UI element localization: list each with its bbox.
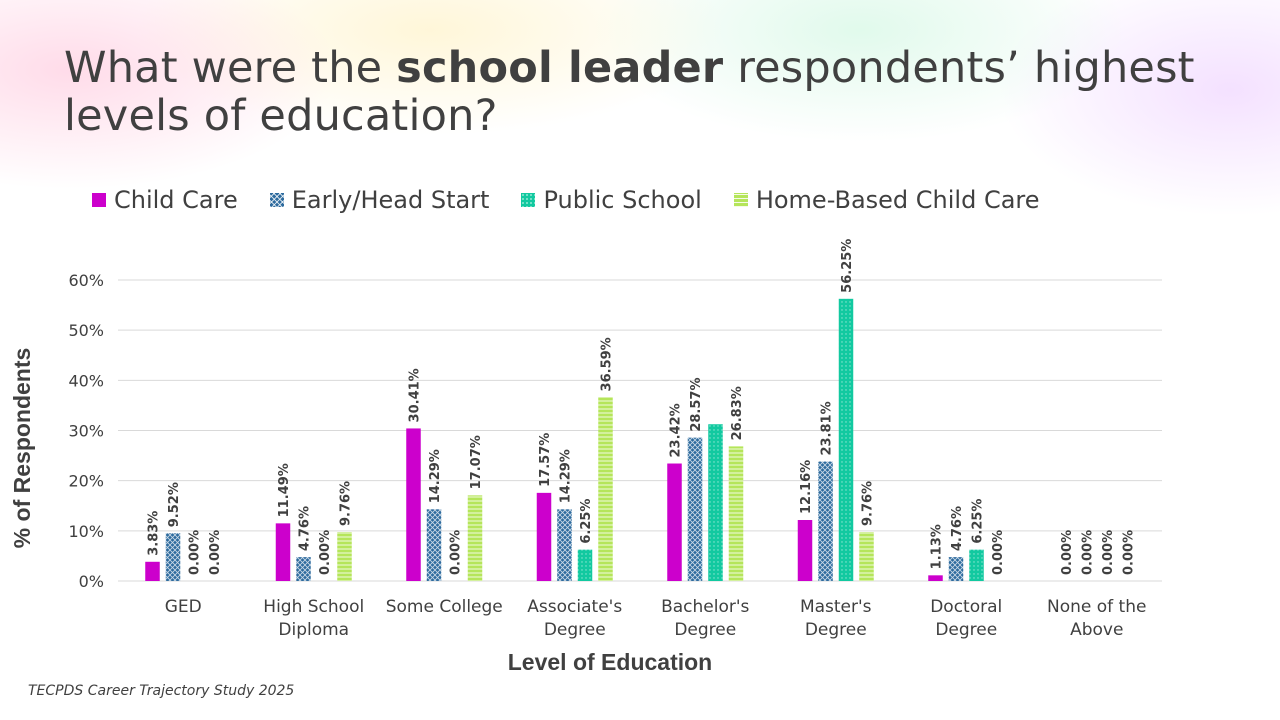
- data-label-home-based: 0.00%: [208, 530, 223, 575]
- source-note: TECPDS Career Trajectory Study 2025: [28, 683, 295, 699]
- data-label-home-based: 36.59%: [600, 337, 615, 391]
- data-label-public-school: 0.00%: [449, 530, 464, 575]
- bar-home-based: [337, 532, 352, 581]
- chart-gridlines: [118, 279, 1162, 582]
- bar-public-school: [708, 424, 723, 581]
- x-tick-label: Bachelor's Degree: [661, 597, 749, 640]
- data-label-home-based: 0.00%: [1122, 530, 1137, 575]
- data-label-child-care: 1.13%: [930, 524, 945, 569]
- legend-item-child-care: Child Care: [92, 186, 238, 214]
- legend-label-early-head-start: Early/Head Start: [291, 186, 490, 214]
- bar-child-care: [667, 463, 682, 581]
- x-tick-label: Doctoral Degree: [930, 597, 1002, 640]
- data-label-child-care: 17.57%: [538, 433, 553, 487]
- y-tick-label: 30%: [68, 422, 104, 441]
- data-label-public-school: 56.25%: [840, 239, 855, 293]
- data-label-early-head-start: 4.76%: [298, 506, 313, 551]
- legend-item-public-school: Public School: [521, 186, 702, 214]
- legend-item-home-based: Home-Based Child Care: [733, 186, 1040, 214]
- data-label-child-care: 30.41%: [408, 368, 423, 422]
- bar-early-head-start: [948, 557, 964, 581]
- chart-bars: [145, 298, 984, 581]
- data-label-early-head-start: 28.57%: [689, 378, 704, 432]
- legend-label-public-school: Public School: [543, 186, 702, 214]
- data-label-public-school: 0.00%: [188, 530, 203, 575]
- chart-legend: Child Care Early/Head Start Public Schoo…: [92, 184, 1072, 216]
- slide-title: What were the school leader respondents’…: [64, 43, 1195, 141]
- bar-early-head-start: [426, 509, 442, 581]
- x-tick-label: High School Diploma: [263, 597, 364, 640]
- data-label-public-school: 0.00%: [318, 530, 333, 575]
- data-label-early-head-start: 4.76%: [950, 506, 965, 551]
- data-label-early-head-start: 14.29%: [559, 449, 574, 503]
- bar-child-care: [536, 492, 552, 581]
- bar-child-care: [406, 428, 421, 581]
- y-tick-label: 20%: [68, 472, 104, 491]
- bar-early-head-start: [296, 557, 311, 581]
- bar-child-care: [797, 519, 813, 581]
- data-label-child-care: 3.83%: [147, 511, 162, 556]
- bar-child-care: [275, 523, 291, 581]
- bar-public-school: [969, 549, 984, 581]
- data-label-public-school: 6.25%: [971, 499, 986, 544]
- x-tick-label: None of the Above: [1047, 597, 1146, 640]
- data-label-home-based: 0.00%: [991, 530, 1006, 575]
- bar-early-head-start: [557, 509, 572, 581]
- bar-home-based: [728, 446, 744, 581]
- data-label-public-school: 6.25%: [579, 499, 594, 544]
- legend-label-child-care: Child Care: [114, 186, 238, 214]
- y-tick-label: 40%: [68, 371, 104, 390]
- data-label-home-based: 17.07%: [469, 435, 484, 489]
- data-label-public-school: 0.00%: [1101, 530, 1116, 575]
- bar-home-based: [859, 532, 874, 581]
- background-wash: [0, 0, 1280, 300]
- bar-early-head-start: [818, 461, 833, 581]
- data-label-home-based: 9.76%: [861, 481, 876, 526]
- y-axis-title: % of Respondents: [9, 348, 35, 549]
- y-tick-label: 10%: [68, 522, 104, 541]
- legend-swatch-child-care: [92, 193, 106, 207]
- data-label-early-head-start: 0.00%: [1081, 530, 1096, 575]
- data-label-child-care: 11.49%: [277, 463, 292, 517]
- data-label-home-based: 9.76%: [339, 481, 354, 526]
- data-label-home-based: 26.83%: [730, 386, 745, 440]
- data-label-early-head-start: 9.52%: [167, 482, 182, 527]
- bar-child-care: [145, 561, 160, 581]
- bar-public-school: [838, 298, 854, 581]
- data-label-early-head-start: 14.29%: [428, 449, 443, 503]
- data-label-early-head-start: 23.81%: [820, 401, 835, 455]
- x-tick-label: Some College: [386, 597, 503, 617]
- chart-data-labels: 3.83% 9.52% 0.00% 0.00% 11.49% 4.76% 0.00% 9.76…: [147, 239, 1137, 575]
- bar-public-school: [577, 549, 593, 581]
- y-tick-label: 60%: [68, 271, 104, 290]
- bar-home-based: [467, 495, 483, 581]
- title-emphasis: school leader: [396, 43, 724, 93]
- legend-swatch-early-head-start: [269, 193, 284, 207]
- legend-item-early-head-start: Early/Head Start: [269, 186, 490, 214]
- data-label-child-care: 12.16%: [799, 460, 814, 514]
- x-axis-ticks: GED High School Diploma Some College Associa…: [165, 597, 1147, 640]
- y-tick-label: 50%: [68, 321, 104, 340]
- bar-child-care: [928, 575, 943, 581]
- x-tick-label: Master's Degree: [800, 597, 872, 640]
- bar-early-head-start: [165, 533, 181, 581]
- legend-label-home-based: Home-Based Child Care: [755, 186, 1040, 214]
- y-axis-ticks: 0% 10% 20% 30% 40% 50% 60%: [68, 271, 104, 591]
- x-tick-label: GED: [165, 597, 202, 617]
- legend-swatch-public-school: [521, 193, 536, 207]
- data-label-child-care: 0.00%: [1060, 530, 1075, 575]
- data-label-child-care: 23.42%: [669, 403, 684, 457]
- x-tick-label: Associate's Degree: [527, 597, 622, 640]
- bar-home-based: [598, 397, 613, 581]
- legend-swatch-home-based: [733, 193, 748, 207]
- x-axis-title: Level of Education: [508, 649, 712, 675]
- y-tick-label: 0%: [79, 572, 104, 591]
- bar-early-head-start: [687, 437, 703, 581]
